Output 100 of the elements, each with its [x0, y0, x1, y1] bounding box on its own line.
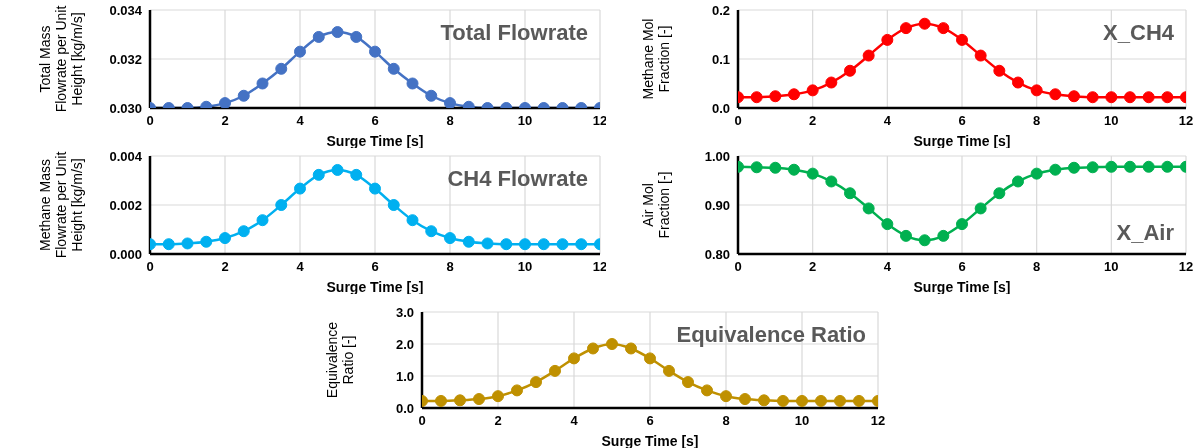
point: [644, 352, 656, 365]
point: [993, 187, 1006, 200]
y-tick-label: 0.030: [109, 100, 142, 116]
x-tick-label: 8: [1033, 259, 1041, 275]
x-tick-label: 0: [146, 113, 154, 129]
y-tick-label: 0.000: [109, 246, 142, 262]
x-axis-title: Surge Time [s]: [913, 133, 1011, 149]
point: [275, 62, 288, 75]
point: [387, 199, 400, 211]
y-axis-title: Methane Mol Fraction [-]: [640, 18, 672, 100]
point: [750, 91, 763, 104]
point: [312, 30, 325, 43]
y-tick-label: 0.0: [711, 100, 730, 116]
point: [200, 235, 213, 248]
y-tick-label: 0.1: [711, 51, 730, 67]
text: X_Air: [1116, 220, 1175, 245]
point: [435, 394, 447, 407]
point: [825, 175, 838, 188]
point: [294, 182, 306, 195]
point: [219, 232, 231, 245]
point: [530, 376, 542, 389]
point: [237, 89, 250, 102]
point: [720, 390, 732, 403]
x-tick-label: 10: [1104, 113, 1119, 129]
point: [425, 225, 438, 238]
point: [350, 30, 363, 43]
y-tick-label: 3.0: [395, 304, 414, 320]
point: [444, 97, 456, 108]
y-tick-label: 0.034: [109, 2, 143, 18]
point: [937, 229, 950, 242]
x-tick-label: 6: [958, 113, 966, 129]
point: [331, 26, 344, 39]
point: [1105, 91, 1118, 104]
x-axis-title: Surge Time [s]: [326, 279, 424, 295]
point: [739, 393, 751, 406]
point: [1068, 90, 1080, 103]
point: [769, 90, 782, 103]
x-tick-label: 8: [722, 413, 730, 429]
x-tick-label: 8: [446, 113, 454, 129]
point: [1086, 161, 1099, 174]
point: [956, 218, 968, 231]
point: [881, 218, 894, 231]
y-tick-label: 2.0: [395, 336, 414, 352]
point: [701, 384, 713, 397]
point: [1142, 91, 1155, 104]
point: [454, 394, 466, 407]
point: [256, 214, 269, 227]
point: [956, 33, 968, 46]
point: [537, 238, 550, 251]
x-tick-label: 4: [296, 113, 305, 129]
y-tick-label: 0.0: [395, 400, 414, 416]
point: [806, 167, 819, 180]
point: [1142, 160, 1155, 173]
point: [606, 338, 618, 350]
point: [844, 187, 856, 200]
y-tick-label: 0.80: [704, 246, 730, 262]
x-tick-label: 4: [570, 413, 579, 429]
x-tick-label: 2: [809, 259, 817, 275]
point: [1049, 88, 1062, 101]
y-tick-label: 0.032: [109, 51, 142, 67]
x-axis-title: Surge Time [s]: [326, 133, 424, 149]
x-tick-label: 8: [446, 259, 454, 275]
point: [834, 394, 846, 407]
point: [1124, 91, 1136, 104]
point: [294, 45, 306, 58]
text: Total Flowrate: [440, 20, 588, 45]
point: [881, 33, 894, 46]
point: [853, 394, 865, 407]
x-tick-label: 6: [646, 413, 654, 429]
x-tick-label: 12: [1178, 113, 1194, 129]
x-tick-label: 4: [883, 113, 892, 129]
point: [796, 394, 808, 407]
point: [587, 342, 599, 355]
y-axis-title: Total Mass Flowrate per Unit Height [kg/m/s]: [37, 5, 85, 113]
point: [462, 235, 475, 248]
x-tick-label: 0: [734, 113, 742, 129]
x-tick-label: 10: [517, 259, 533, 275]
x-tick-label: 12: [592, 259, 608, 275]
x-tick-label: 0: [418, 413, 426, 429]
x-tick-label: 12: [1178, 259, 1194, 275]
y-axis-title: Methane Mass Flowrate per Unit Height [kg/m/s]: [37, 151, 85, 259]
y-tick-label: 0.002: [109, 197, 142, 213]
x-tick-label: 0: [146, 259, 154, 275]
text: CH4 Flowrate: [447, 166, 588, 191]
point: [900, 229, 912, 242]
x-tick-label: 10: [517, 113, 533, 129]
point: [350, 168, 363, 181]
point: [162, 238, 175, 251]
point: [1161, 91, 1174, 104]
x-tick-label: 0: [734, 259, 742, 275]
point: [511, 384, 523, 397]
point: [575, 238, 588, 251]
point: [369, 45, 381, 58]
point: [369, 182, 381, 195]
point: [993, 64, 1006, 77]
point: [181, 237, 194, 250]
point: [862, 49, 875, 62]
point: [406, 77, 419, 90]
point: [974, 202, 987, 215]
point: [387, 62, 400, 75]
